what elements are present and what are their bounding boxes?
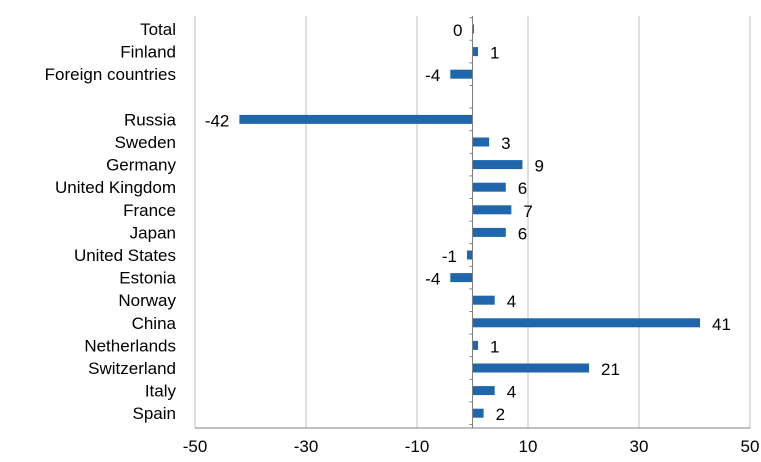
- data-label: 3: [501, 134, 510, 153]
- bar: [472, 227, 506, 237]
- category-label: Japan: [130, 223, 176, 242]
- bar: [472, 318, 701, 328]
- labels: -50 -30 -10 10 30 50 Total 0 Finland 1 Foreign cou…: [45, 20, 760, 456]
- axes: [195, 16, 750, 429]
- data-label: 1: [490, 337, 499, 356]
- data-label: 21: [601, 360, 620, 379]
- data-label: 2: [496, 405, 505, 424]
- data-label: 1: [490, 44, 499, 63]
- bar: [472, 137, 490, 147]
- bar: [466, 250, 473, 260]
- category-label: China: [132, 314, 177, 333]
- category-label: Netherlands: [84, 336, 176, 355]
- category-label: Norway: [118, 291, 176, 310]
- x-tick-label: -10: [405, 437, 430, 456]
- category-label: Sweden: [115, 133, 176, 152]
- category-label: France: [123, 201, 176, 220]
- bar: [472, 295, 495, 305]
- data-label: -42: [205, 111, 230, 130]
- data-label: 7: [523, 202, 532, 221]
- bar: [472, 386, 495, 396]
- category-label: Total: [140, 20, 176, 39]
- category-label: United Kingdom: [55, 178, 176, 197]
- bar: [450, 69, 473, 79]
- bar: [472, 363, 590, 373]
- bar: [472, 340, 479, 350]
- bar: [450, 273, 473, 283]
- bars: [239, 24, 701, 418]
- data-label: 4: [507, 383, 516, 402]
- bar: [472, 182, 506, 192]
- data-label: -4: [425, 66, 440, 85]
- data-label: 0: [453, 21, 462, 40]
- bar: [472, 408, 484, 418]
- data-label: -1: [442, 247, 457, 266]
- data-label: 41: [712, 315, 731, 334]
- x-tick-label: 10: [519, 437, 538, 456]
- category-label: Estonia: [119, 269, 176, 288]
- bar: [239, 114, 473, 124]
- category-label: Spain: [133, 404, 176, 423]
- x-tick-label: -50: [183, 437, 208, 456]
- category-label: Finland: [120, 43, 176, 62]
- category-label: Foreign countries: [45, 65, 176, 84]
- gridlines: [194, 16, 751, 428]
- category-label: Italy: [145, 382, 177, 401]
- x-tick-label: 30: [630, 437, 649, 456]
- data-label: 4: [507, 292, 516, 311]
- x-tick-label: 50: [741, 437, 760, 456]
- data-label: 6: [518, 224, 527, 243]
- data-label: -4: [425, 270, 440, 289]
- category-label: Switzerland: [88, 359, 176, 378]
- category-label: Russia: [124, 110, 177, 129]
- bar: [472, 47, 479, 57]
- data-label: 6: [518, 179, 527, 198]
- data-label: 9: [534, 157, 543, 176]
- x-tick-label: -30: [294, 437, 319, 456]
- category-label: United States: [74, 246, 176, 265]
- bar: [472, 205, 512, 215]
- bar: [472, 24, 474, 34]
- category-label: Germany: [106, 156, 176, 175]
- bar: [472, 160, 523, 170]
